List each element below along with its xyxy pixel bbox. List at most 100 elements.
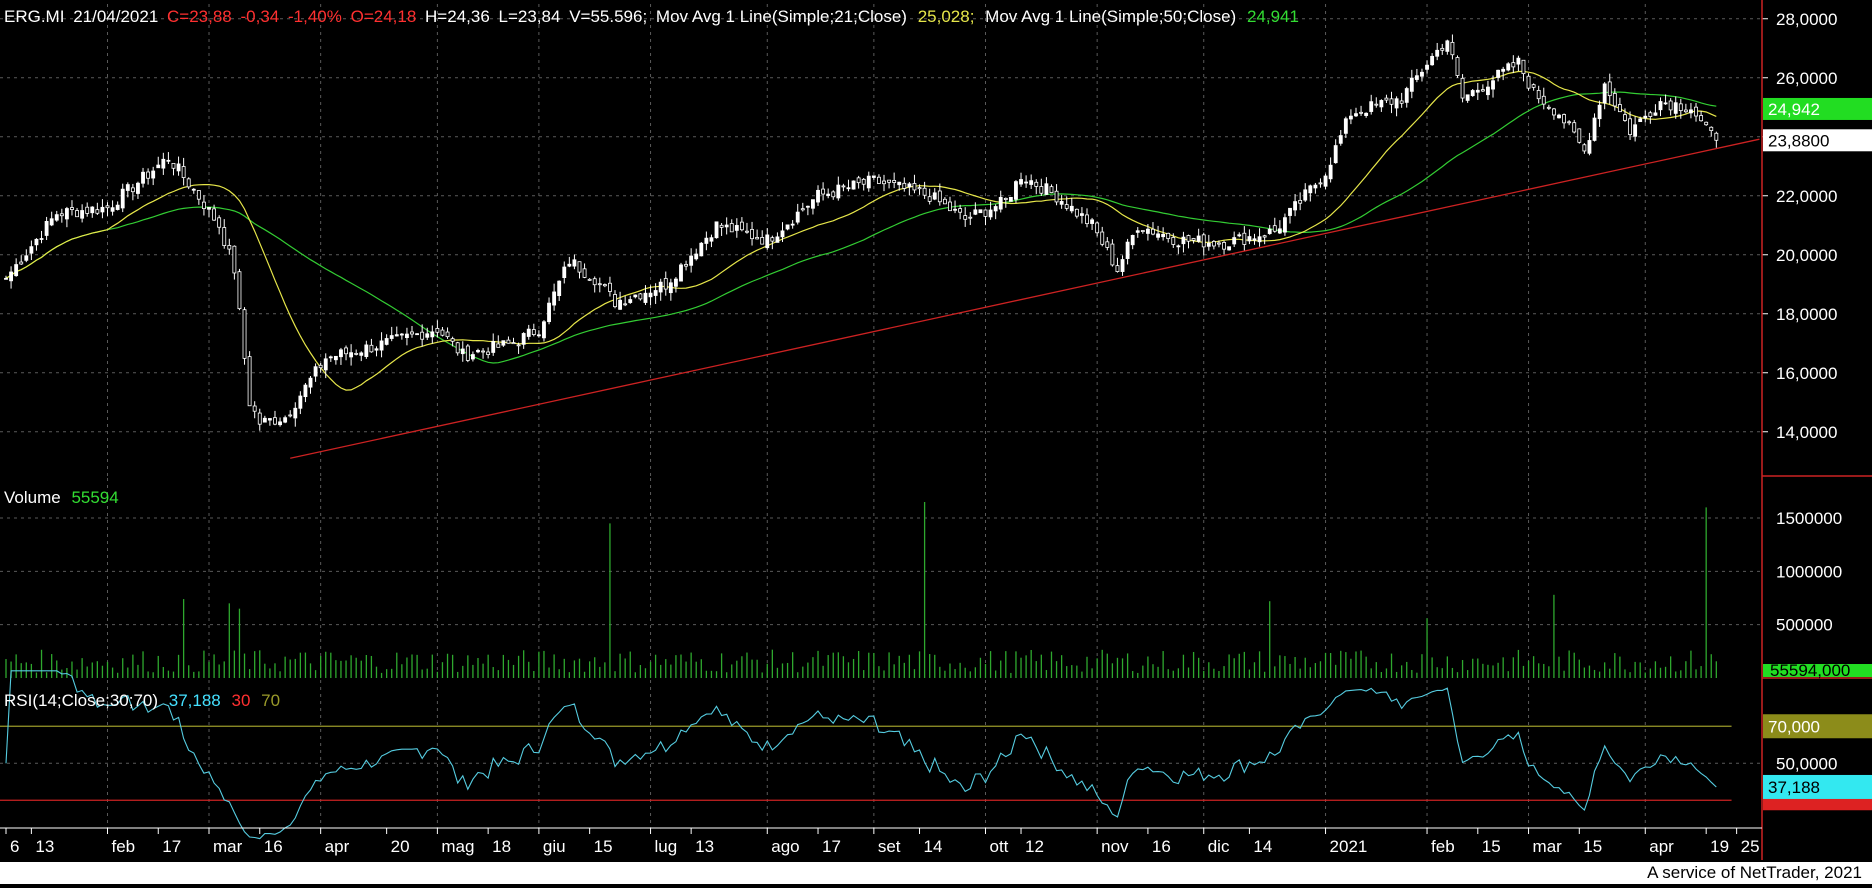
date-tick-label: dic [1208,837,1230,856]
candle-body [359,352,364,356]
candle-body [1308,185,1313,194]
candle-body [1217,242,1221,245]
volume-tick-label: 500000 [1776,616,1833,635]
candle-body [684,264,688,267]
candle-body [1029,180,1034,185]
rsi-value: 37,188 [169,691,221,710]
candle-body [1607,81,1612,97]
candle-body [75,210,79,218]
candle-body [1369,101,1374,112]
candle-body [455,342,460,354]
date-tick-label: mar [1533,837,1563,856]
candle-body [1577,128,1582,143]
candle-body [1252,238,1257,241]
candle-body [1430,55,1435,66]
candle-body [1151,228,1155,235]
candle-body [552,291,557,306]
date-tick-label: set [878,837,901,856]
candle-body [993,206,998,212]
plot-layer [0,34,1760,840]
candle-body [288,414,293,417]
candle-body [465,345,470,361]
candle-body [1557,114,1561,119]
candle-body [526,328,531,337]
candle-body [1709,126,1714,132]
candle-body [1389,98,1394,105]
candle-body [202,201,206,210]
candle-body [1526,75,1531,89]
candle-body [49,218,54,226]
candle-body [704,237,709,244]
candle-body [1105,241,1110,248]
candle-body [410,331,414,335]
candle-body [506,339,511,344]
candle-body [937,190,942,203]
candle-body [222,227,227,246]
candle-body [511,342,516,345]
candle-body [577,261,582,273]
candle-body [1323,175,1328,187]
candle-body [775,236,780,243]
candle-body [831,191,836,198]
candle-body [1090,219,1095,224]
candle-body [760,237,765,245]
candle-body [1156,233,1160,238]
header-low: L=23,84 [499,7,561,26]
candle-body [1232,237,1237,245]
candle-body [166,159,171,162]
grid-layer [0,4,1762,828]
candle-body [1176,245,1181,248]
candle-body [1663,102,1668,105]
candle-body [435,328,440,333]
candle-body [399,333,404,336]
date-tick-label: 15 [1583,837,1602,856]
candle-body [1257,236,1262,243]
candle-body [1536,90,1541,100]
rsi-line [5,670,1717,840]
date-tick-label: 14 [924,837,943,856]
candle-body [1704,121,1709,126]
candle-body [1120,259,1125,272]
candle-body [521,333,526,345]
candle-body [1587,140,1592,154]
candle-body [948,201,952,212]
candle-body [597,283,602,286]
candle-body [648,292,653,298]
ma50-badge-box [1763,97,1872,120]
candle-body [278,421,282,426]
header-ma50-label: Mov Avg 1 Line(Simple;50;Close) [985,7,1236,26]
candle-body [339,349,343,358]
candle-body [567,263,572,267]
candle-body [267,418,272,421]
candle-body [1064,204,1069,209]
date-tick-label: 16 [264,837,283,856]
date-tick-label: ott [990,837,1009,856]
candle-body [942,198,947,205]
candle-body [90,206,95,214]
volume-tick-label: 1500000 [1776,509,1842,528]
candle-body [1486,86,1490,96]
candle-body [816,189,820,203]
rsi-30-badge-box [1763,796,1872,811]
candle-body [242,309,247,359]
date-tick-label: feb [112,837,136,856]
price-tick-label: 16,0000 [1776,364,1837,383]
candle-body [907,183,912,188]
header-high: H=24,36 [425,7,490,26]
candle-body [80,210,85,219]
candle-body [628,299,633,303]
candle-body [1460,77,1465,99]
candle-body [501,340,506,346]
candle-body [415,333,420,336]
header-open: O=24,18 [351,7,417,26]
candle-body [856,177,861,184]
candle-body [1288,207,1292,216]
candle-body [24,255,29,261]
candle-body [653,290,658,296]
candle-body [572,259,577,267]
date-tick-label: 2021 [1330,837,1368,856]
candle-body [328,356,333,359]
date-tick-label: 6 [10,837,19,856]
date-tick-label: 17 [162,837,181,856]
